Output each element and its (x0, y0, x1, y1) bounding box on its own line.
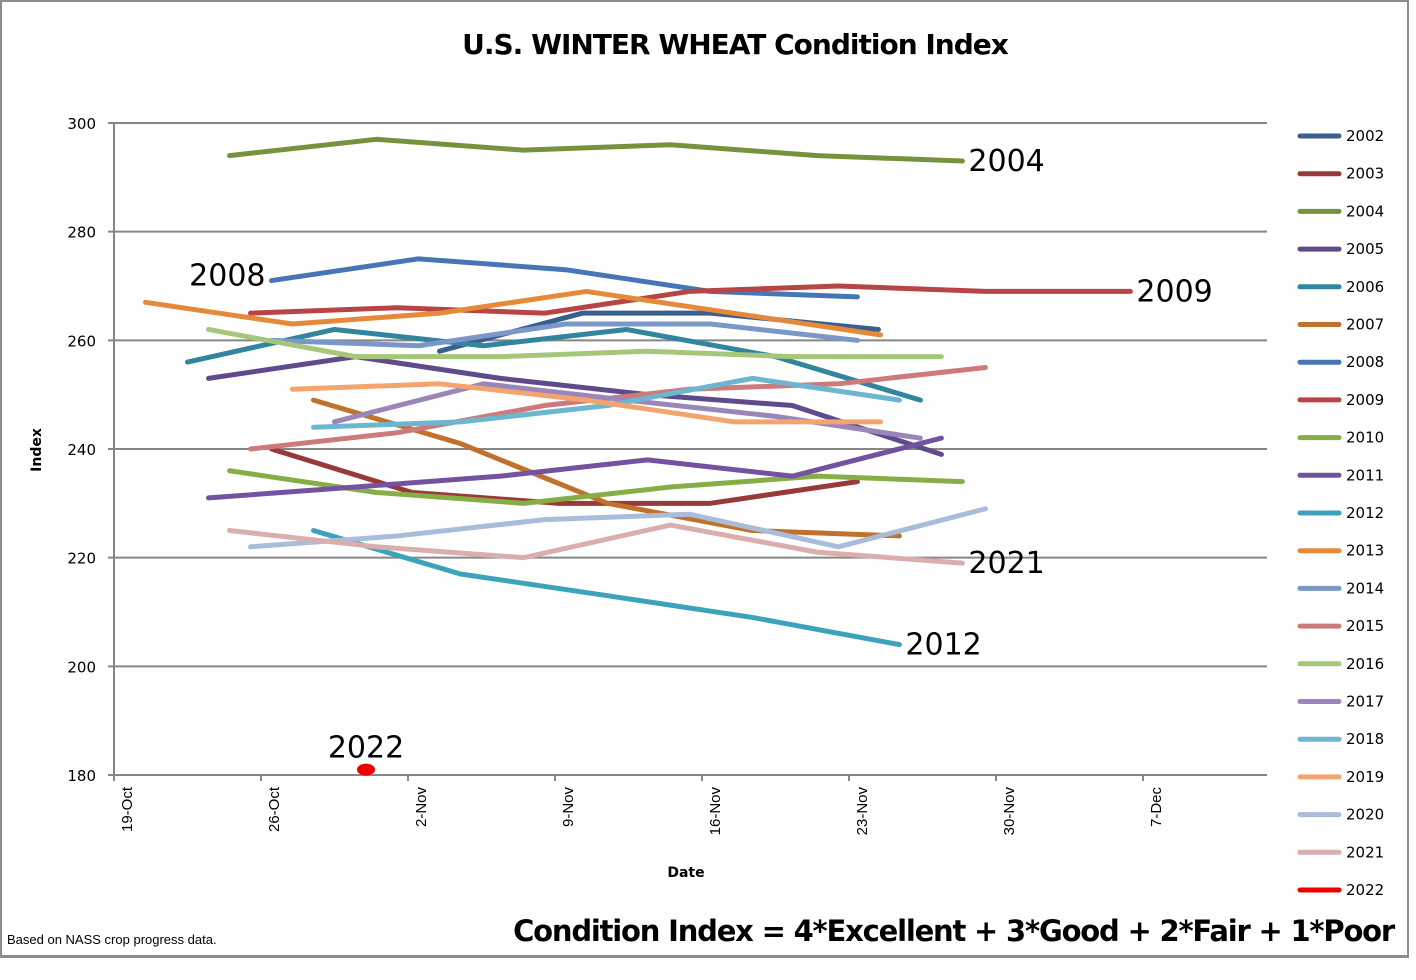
annotation-2021: 2021 (968, 546, 1044, 581)
legend-item: 2017 (1297, 693, 1384, 711)
annotation-2008: 2008 (189, 259, 265, 294)
annotation-2009: 2009 (1136, 274, 1212, 309)
legend-label: 2022 (1346, 881, 1384, 899)
series-line-2011 (206, 435, 944, 501)
legend-item: 2011 (1297, 466, 1384, 484)
series-line-2020 (248, 506, 988, 550)
legend-item: 2021 (1297, 843, 1384, 861)
x-tick-label: 30-Nov (1001, 787, 1018, 836)
series-line-2012 (311, 528, 902, 648)
y-tick-label: 200 (67, 658, 96, 676)
y-tick-label: 240 (67, 441, 96, 459)
series-annotations: 2004 2008 2009 2021 2012 2022 (189, 144, 1213, 766)
legend-item: 2020 (1297, 806, 1384, 824)
legend-item: 2008 (1297, 353, 1384, 371)
legend-item: 2010 (1297, 429, 1384, 447)
legend-item: 2022 (1297, 881, 1384, 899)
legend-item: 2006 (1297, 278, 1384, 296)
series-line-2015 (248, 365, 988, 452)
x-tick-label: 7-Dec (1148, 787, 1165, 828)
legend-label: 2008 (1346, 353, 1384, 371)
annotation-2012: 2012 (905, 628, 981, 663)
series-point-2022 (357, 763, 375, 776)
formula-note: Condition Index = 4*Excellent + 3*Good +… (513, 914, 1395, 948)
legend-item: 2019 (1297, 768, 1384, 786)
series-line-2016 (206, 326, 944, 360)
legend-label: 2019 (1346, 768, 1384, 786)
legend-label: 2010 (1346, 429, 1384, 447)
series-line-2005 (206, 354, 944, 457)
annotation-2004: 2004 (968, 144, 1044, 179)
legend-label: 2003 (1346, 165, 1384, 183)
series-line-2021 (227, 522, 965, 566)
legend-item: 2016 (1297, 655, 1384, 673)
legend-label: 2012 (1346, 504, 1384, 522)
series-line-2009 (248, 283, 1133, 316)
legend-label: 2006 (1346, 278, 1384, 296)
gridlines (108, 122, 1267, 776)
axes (113, 123, 1144, 781)
legend-label: 2007 (1346, 316, 1384, 334)
legend-label: 2016 (1346, 655, 1384, 673)
x-tick-label: 26-Oct (266, 786, 283, 832)
x-tick-label: 9-Nov (560, 787, 577, 828)
legend-label: 2015 (1346, 617, 1384, 635)
legend-item: 2012 (1297, 504, 1384, 522)
legend-item: 2014 (1297, 579, 1384, 597)
legend-label: 2004 (1346, 202, 1384, 220)
legend-label: 2013 (1346, 542, 1384, 560)
series-line-2008 (269, 256, 860, 300)
x-axis-title: Date (667, 865, 704, 881)
x-tick-labels: 19-Oct 26-Oct 2-Nov 9-Nov 16-Nov 23-Nov 30-Nov… (119, 786, 1165, 835)
y-tick-label: 280 (67, 224, 96, 242)
legend-item: 2009 (1297, 391, 1384, 409)
y-tick-label: 220 (67, 550, 96, 568)
legend-item: 2003 (1297, 165, 1384, 183)
y-axis-title: Index (29, 428, 45, 472)
legend-label: 2005 (1346, 240, 1384, 258)
legend: 2002 2003 2004 2005 2006 2007 2008 2009 2010 2011… (1297, 127, 1384, 899)
legend-item: 2002 (1297, 127, 1384, 145)
series-line-2004 (227, 136, 965, 164)
series-line-2006 (185, 326, 923, 403)
legend-label: 2014 (1346, 579, 1384, 597)
y-tick-label: 180 (67, 767, 96, 785)
annotation-2022: 2022 (328, 731, 404, 766)
series-line-2014 (269, 321, 860, 349)
y-tick-label: 300 (67, 115, 96, 133)
legend-item: 2018 (1297, 730, 1384, 748)
series-line-2019 (290, 381, 883, 425)
chart-title: U.S. WINTER WHEAT Condition Index (462, 28, 1009, 61)
x-tick-label: 19-Oct (119, 786, 136, 832)
x-tick-label: 23-Nov (854, 787, 871, 836)
y-tick-label: 260 (67, 332, 96, 350)
legend-item: 2005 (1297, 240, 1384, 258)
series-lines (143, 136, 1133, 776)
legend-label: 2020 (1346, 806, 1384, 824)
legend-item: 2013 (1297, 542, 1384, 560)
legend-label: 2017 (1346, 693, 1384, 711)
series-line-2013 (143, 288, 883, 338)
legend-item: 2015 (1297, 617, 1384, 635)
chart-frame (0, 0, 1409, 958)
series-line-2003 (269, 446, 860, 506)
legend-label: 2011 (1346, 466, 1384, 484)
legend-item: 2007 (1297, 316, 1384, 334)
x-tick-label: 2-Nov (413, 787, 430, 828)
y-tick-labels: 300 280 260 240 220 200 180 (67, 115, 96, 785)
legend-label: 2021 (1346, 843, 1384, 861)
legend-label: 2002 (1346, 127, 1384, 145)
x-tick-label: 16-Nov (707, 787, 724, 836)
legend-item: 2004 (1297, 202, 1384, 220)
legend-label: 2018 (1346, 730, 1384, 748)
footnote: Based on NASS crop progress data. (7, 932, 217, 947)
legend-label: 2009 (1346, 391, 1384, 409)
